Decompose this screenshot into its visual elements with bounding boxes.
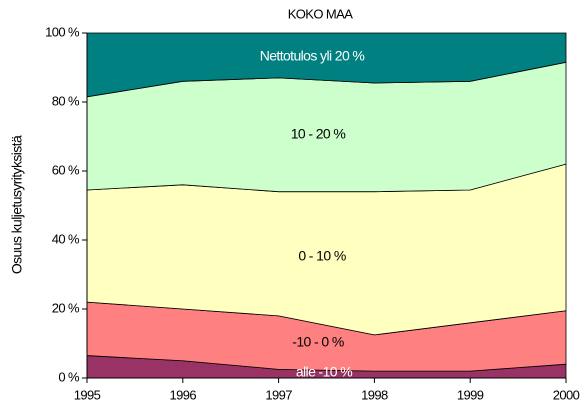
series-label: alle -10 % (296, 364, 352, 380)
y-tick-label: 20 % (52, 300, 80, 315)
y-axis-label: Osuus kuljetusyrityksistä (9, 135, 25, 274)
x-tick-label: 1996 (170, 387, 197, 402)
y-tick-label: 60 % (52, 162, 80, 177)
series-label: 10 - 20 % (291, 126, 346, 142)
series-label: -10 - 0 % (292, 334, 344, 350)
y-tick-label: 40 % (52, 231, 80, 246)
series-label: 0 - 10 % (298, 248, 345, 264)
chart-title: KOKO MAA (288, 6, 353, 21)
x-tick-label: 1999 (457, 387, 484, 402)
y-tick-label: 100 % (45, 24, 80, 39)
area (86, 32, 567, 98)
series-label: Nettotulos yli 20 % (260, 48, 365, 64)
x-tick-label: 1998 (361, 387, 388, 402)
y-tick-label: 0 % (58, 369, 80, 384)
x-tick-label: 2000 (553, 387, 580, 402)
x-tick-label: 1997 (265, 387, 292, 402)
x-tick-label: 1995 (74, 387, 101, 402)
y-tick-label: 80 % (52, 93, 80, 108)
